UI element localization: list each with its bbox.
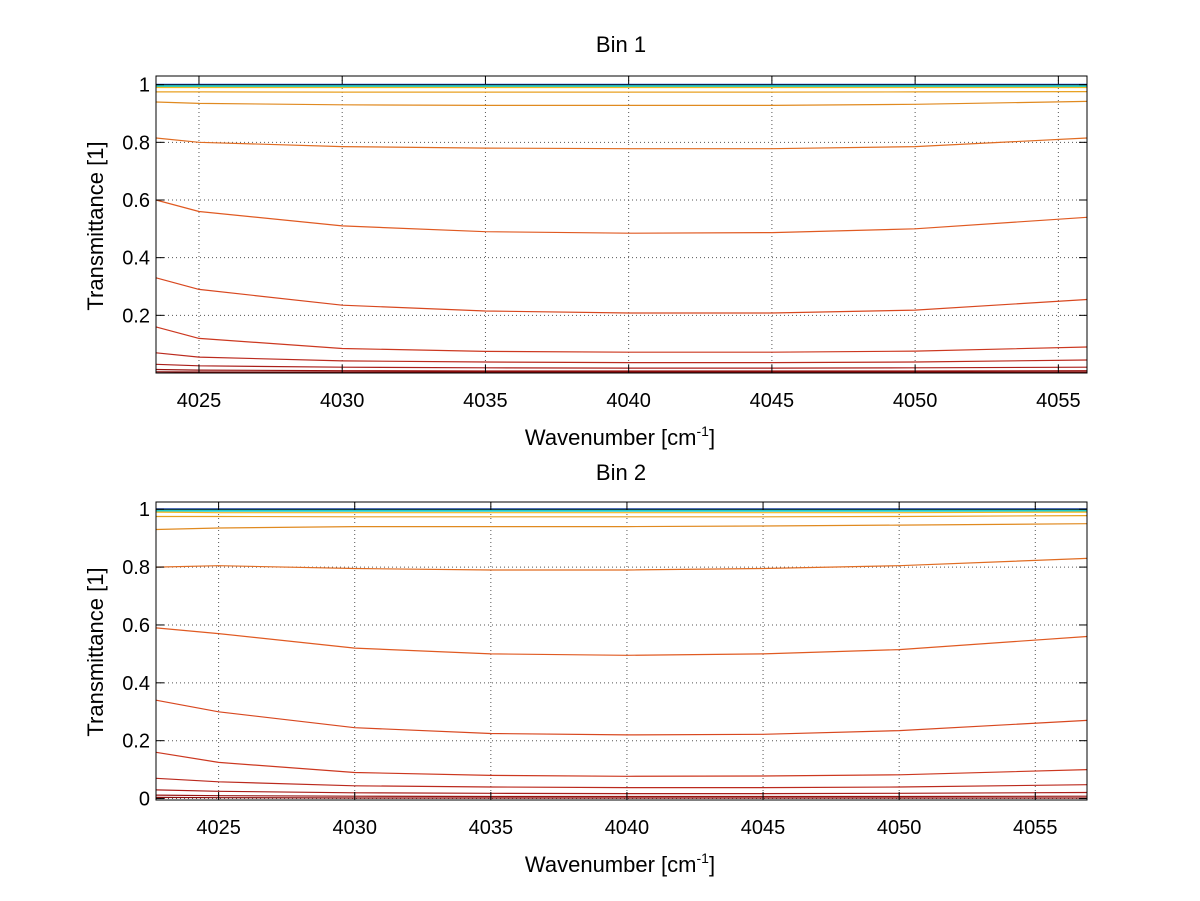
series-line-8 (155, 199, 1088, 234)
x-tick-label: 4055 (1013, 817, 1058, 839)
series-line-5 (156, 514, 1088, 518)
x-tick-label: 4035 (463, 390, 508, 412)
x-tick-label: 4045 (750, 390, 795, 412)
x-tick-labels: 4025 4030 4035 4040 4045 4050 4055 (196, 817, 1057, 839)
series-line-11 (155, 777, 1088, 789)
x-tick-label: 4045 (741, 817, 786, 839)
plot-bin-1: Bin 1 4025 4030 4035 4040 4045 4050 4055 0.20.… (83, 32, 1088, 450)
y-tick-label: 1 (139, 499, 150, 521)
ticks (156, 502, 1087, 800)
x-axis-label: Wavenumber [cm-1] (525, 423, 715, 450)
series-line-6 (155, 523, 1088, 531)
x-tick-label: 4025 (177, 390, 222, 412)
x-tick-labels: 4025 4030 4035 4040 4045 4050 4055 (177, 390, 1081, 412)
x-tick-label: 4055 (1036, 390, 1081, 412)
plot-title: Bin 2 (596, 460, 646, 485)
y-tick-labels: 0.2 0.4 0.6 0.8 1 (122, 75, 150, 328)
series-line-4 (155, 511, 1088, 514)
series-line-14 (155, 796, 1087, 799)
y-tick-label: 0 (139, 789, 150, 811)
y-tick-label: 0.2 (122, 731, 150, 753)
x-tick-label: 4040 (605, 817, 650, 839)
series-lines (155, 508, 1088, 799)
plot-bin-2: Bin 2 4025 4030 4035 4040 4045 4050 4055 00.20… (83, 460, 1088, 877)
series-line-9 (155, 277, 1088, 314)
series-line-8 (155, 627, 1088, 656)
series-line-12 (155, 789, 1088, 795)
axes-box (155, 75, 1088, 374)
y-tick-label: 0.6 (122, 190, 150, 212)
series-line-10 (155, 326, 1088, 353)
x-tick-label: 4050 (877, 817, 922, 839)
series-lines (155, 83, 1088, 373)
series-line-13 (155, 794, 1088, 798)
y-tick-label: 0.4 (122, 248, 150, 270)
y-tick-label: 0.2 (122, 305, 150, 327)
series-line-13 (155, 368, 1088, 372)
series-line-11 (155, 352, 1088, 364)
series-line-9 (155, 699, 1088, 736)
plot-title: Bin 1 (596, 32, 646, 57)
y-tick-labels: 0 0.2 0.4 0.6 0.8 1 (122, 499, 150, 810)
y-tick-label: 0.8 (122, 557, 150, 579)
x-tick-label: 4050 (893, 390, 938, 412)
x-tick-label: 4030 (320, 390, 365, 412)
series-line-6 (155, 100, 1088, 107)
x-tick-label: 4030 (332, 817, 377, 839)
x-tick-label: 4035 (469, 817, 514, 839)
grid-lines (156, 76, 1087, 373)
series-line-7 (155, 557, 1088, 571)
y-tick-label: 0.4 (122, 673, 150, 695)
series-line-5 (156, 90, 1088, 93)
grid-lines (156, 502, 1087, 800)
ticks (156, 76, 1087, 373)
y-axis-label: Transmittance [1] (83, 567, 108, 736)
series-line-12 (155, 363, 1088, 369)
y-tick-label: 0.8 (122, 132, 150, 154)
x-tick-label: 4025 (196, 817, 241, 839)
x-axis-label: Wavenumber [cm-1] (525, 850, 715, 877)
series-line-7 (155, 137, 1088, 150)
y-axis-label: Transmittance [1] (83, 141, 108, 310)
y-tick-label: 0.6 (122, 615, 150, 637)
series-line-10 (155, 751, 1088, 777)
x-tick-label: 4040 (606, 390, 651, 412)
axes-box (155, 501, 1088, 801)
y-tick-label: 1 (139, 75, 150, 97)
